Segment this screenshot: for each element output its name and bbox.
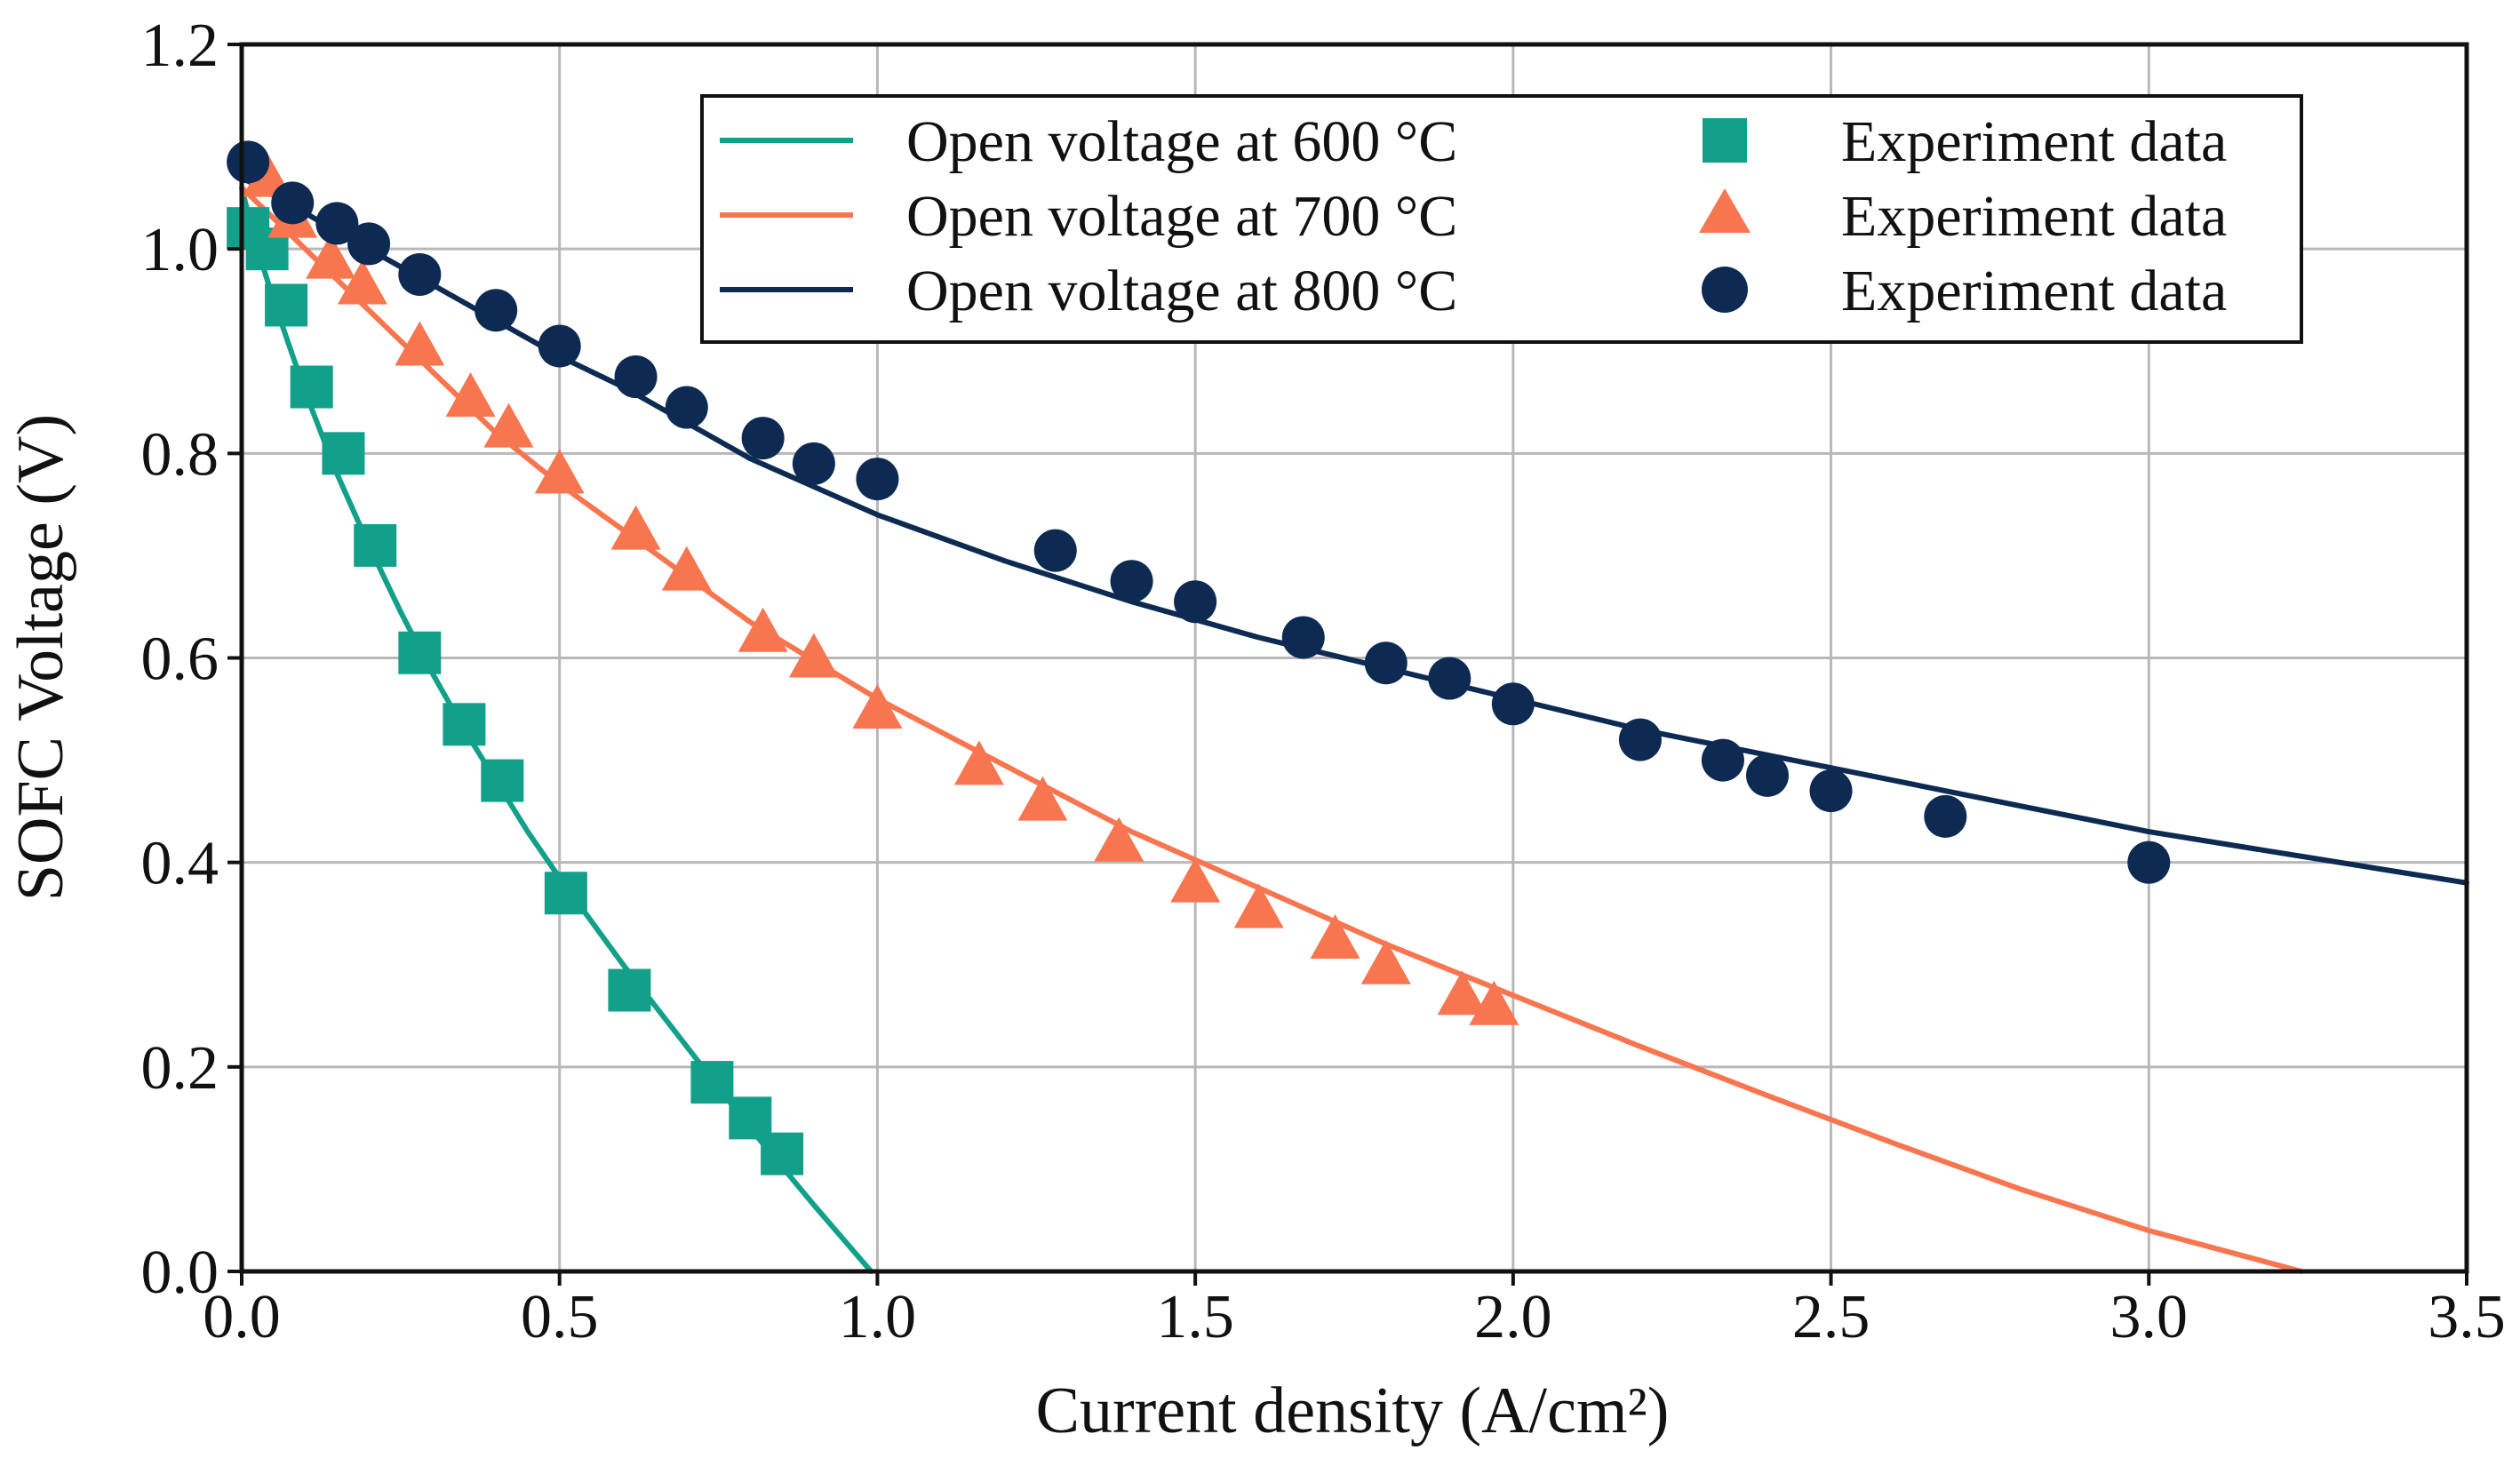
x-tick-labels: 0.0 0.5 1.0 1.5 2.0 2.5 3.0 3.5: [203, 1283, 2506, 1351]
legend: Open voltage at 600 °C Open voltage at 7…: [700, 94, 2303, 344]
y-tick-label: 0.0: [141, 1239, 219, 1307]
axis-ticks: [227, 43, 2468, 1286]
y-tick-label: 1.2: [141, 12, 219, 80]
circle-marker: [741, 417, 785, 460]
x-tick-label: 0.0: [203, 1283, 281, 1351]
y-tick-label: 0.2: [141, 1034, 219, 1103]
square-marker: [481, 759, 524, 802]
triangle-marker: [610, 505, 661, 550]
triangle-marker: [1094, 817, 1144, 862]
triangle-marker: [483, 402, 534, 448]
circle-marker: [1491, 682, 1535, 726]
circle-marker: [271, 181, 315, 225]
square-marker: [544, 872, 587, 915]
y-tick-label: 0.8: [141, 420, 219, 489]
square-marker: [761, 1132, 804, 1175]
circle-marker: [1174, 580, 1217, 624]
y-tick-label: 1.0: [141, 216, 219, 284]
x-tick-label: 2.5: [1792, 1283, 1870, 1351]
triangle-marker: [1233, 883, 1284, 928]
circle-marker: [1033, 529, 1077, 572]
triangle-marker: [1469, 980, 1519, 1025]
square-marker: [322, 432, 365, 475]
y-tick-label: 0.4: [141, 830, 219, 898]
circle-marker: [1746, 753, 1790, 797]
x-tick-label: 2.0: [1474, 1283, 1552, 1351]
triangle-marker: [242, 152, 292, 197]
x-tick-label: 3.5: [2428, 1283, 2506, 1351]
circle-marker: [227, 140, 270, 184]
x-tick-label: 1.5: [1156, 1283, 1234, 1351]
circle-marker: [1701, 738, 1744, 782]
x-tick-label: 0.5: [521, 1283, 599, 1351]
legend-label-experiment-triangle: Experiment data: [1841, 184, 2227, 249]
legend-label-700: Open voltage at 700 °C: [906, 184, 1457, 249]
circle-marker: [347, 222, 391, 266]
triangle-marker: [534, 449, 585, 494]
x-axis-title: Current density (A/cm²): [1036, 1374, 1670, 1447]
triangle-marker: [445, 372, 496, 418]
triangle-marker: [953, 740, 1004, 785]
triangle-marker: [788, 633, 839, 678]
x-tick-label: 1.0: [839, 1283, 917, 1351]
circle-marker: [1809, 769, 1853, 813]
circle-marker: [538, 324, 581, 368]
circle-marker: [315, 202, 359, 245]
circle-marker: [2127, 841, 2171, 884]
circle-marker: [792, 442, 835, 485]
square-marker: [608, 968, 651, 1012]
triangle-marker: [661, 546, 712, 591]
circle-marker: [856, 458, 899, 501]
circle-marker: [1110, 560, 1153, 603]
square-marker: [398, 631, 442, 674]
legend-label-experiment-square: Experiment data: [1841, 109, 2227, 174]
triangle-marker: [1017, 776, 1068, 821]
legend-label-800: Open voltage at 800 °C: [906, 259, 1457, 323]
circle-marker: [474, 289, 518, 332]
y-tick-label: 0.6: [141, 625, 219, 694]
legend-label-experiment-circle: Experiment data: [1841, 259, 2227, 323]
y-tick-labels: 0.0 0.2 0.4 0.6 0.8 1.0 1.2: [141, 12, 219, 1307]
square-marker: [729, 1096, 772, 1140]
square-marker: [443, 703, 486, 746]
circle-marker: [1281, 616, 1325, 659]
triangle-marker: [1310, 913, 1360, 959]
legend-box: [700, 94, 2303, 344]
legend-label-600: Open voltage at 600 °C: [906, 109, 1457, 174]
legend-marker-circle: [1702, 267, 1748, 313]
triangle-marker: [337, 259, 387, 305]
circle-marker: [1618, 718, 1662, 761]
circle-marker: [1428, 657, 1471, 700]
model-line-700: [239, 185, 2304, 1274]
triangle-marker: [306, 234, 356, 279]
legend-marker-triangle: [1699, 188, 1750, 233]
square-marker: [354, 523, 397, 567]
circle-marker: [614, 355, 658, 399]
circle-marker: [1364, 641, 1408, 685]
square-marker: [265, 283, 308, 327]
legend-marker-square: [1703, 118, 1747, 163]
y-axis-title: SOFC Voltage (V): [4, 414, 77, 901]
triangle-marker: [1360, 939, 1411, 984]
circle-marker: [1924, 794, 1967, 838]
triangle-marker: [1170, 857, 1221, 903]
x-tick-label: 3.0: [2110, 1283, 2189, 1351]
experiment-markers: [227, 140, 2171, 1175]
circle-marker: [665, 386, 708, 429]
square-marker: [290, 365, 333, 409]
triangle-marker: [395, 321, 445, 366]
triangle-marker: [738, 607, 788, 652]
triangle-marker: [1437, 970, 1487, 1016]
square-marker: [690, 1061, 734, 1104]
triangle-marker: [852, 684, 903, 729]
circle-marker: [398, 252, 442, 296]
